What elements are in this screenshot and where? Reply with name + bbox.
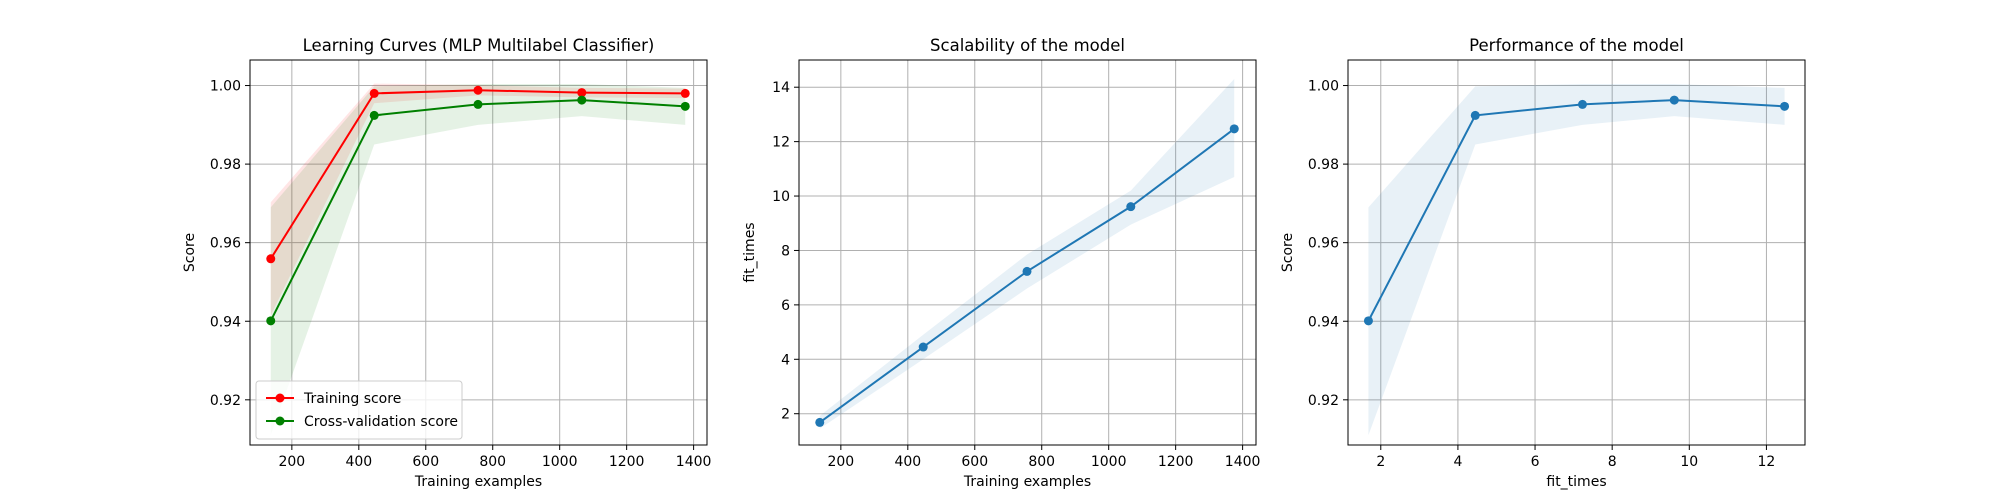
legend-label-1: Training score: [303, 391, 401, 407]
x-tick-label: 1000: [542, 454, 578, 470]
y-tick-label: 4: [781, 352, 790, 368]
data-point: [1577, 99, 1587, 109]
data-point: [369, 88, 379, 98]
x-tick-label: 8: [1608, 454, 1617, 470]
y-tick-label: 0.96: [210, 236, 241, 252]
legend-label-2: Cross-validation score: [304, 414, 458, 430]
confidence-band-1: [1368, 83, 1785, 436]
data-point: [1126, 202, 1136, 212]
x-tick-label: 1400: [1225, 454, 1261, 470]
data-point: [1022, 266, 1032, 276]
subplot-2: 200 400 600 800 1000 1200 1400 2 4 6 8 10 12 14 Scalab…: [742, 36, 1260, 490]
data-point: [680, 101, 690, 111]
data-point: [1363, 316, 1373, 326]
x-tick-label: 800: [479, 454, 506, 470]
legend-marker-1: [275, 393, 285, 403]
y-tick-label: 0.98: [1308, 157, 1339, 173]
y-tick-label: 0.94: [210, 314, 241, 330]
x-tick-label: 400: [345, 454, 372, 470]
y-tick-label: 1.00: [1308, 79, 1339, 95]
data-point: [577, 88, 587, 98]
legend-marker-2: [275, 416, 285, 426]
y-axis-label: Score: [182, 233, 198, 272]
x-tick-label: 800: [1028, 454, 1055, 470]
data-point: [680, 88, 690, 98]
data-point: [266, 254, 276, 264]
data-point: [1669, 95, 1679, 105]
axes-frame: [249, 59, 708, 446]
x-tick-label: 6: [1531, 454, 1540, 470]
x-tick-label: 600: [412, 454, 439, 470]
x-tick-label: 600: [961, 454, 988, 470]
axes-frame: [798, 59, 1257, 446]
subplot-3: 2 4 6 8 10 12 0.92 0.94 0.96 0.98 1.00 Performance …: [1280, 36, 1806, 490]
x-tick-label: 200: [827, 454, 854, 470]
y-tick-label: 0.96: [1308, 236, 1339, 252]
data-point: [577, 95, 587, 105]
data-point: [473, 85, 483, 95]
x-tick-label: 10: [1680, 454, 1698, 470]
data-point: [266, 316, 276, 326]
y-tick-label: 0.92: [1308, 393, 1339, 409]
y-axis-label: Score: [1280, 233, 1296, 272]
data-point: [918, 342, 928, 352]
x-tick-label: 2: [1376, 454, 1385, 470]
chart-title: Scalability of the model: [930, 36, 1125, 55]
y-tick-label: 0.98: [210, 157, 241, 173]
y-tick-label: 8: [781, 243, 790, 259]
chart-title: Learning Curves (MLP Multilabel Classifi…: [303, 36, 655, 55]
grid: [250, 60, 707, 445]
data-point: [369, 110, 379, 120]
y-tick-label: 1.00: [210, 79, 241, 95]
x-tick-label: 1200: [1158, 454, 1194, 470]
chart-title: Performance of the model: [1469, 36, 1684, 55]
confidence-band-2: [270, 83, 686, 436]
x-axis-label: Training examples: [414, 474, 542, 490]
x-tick-label: 4: [1453, 454, 1462, 470]
x-tick-label: 400: [894, 454, 921, 470]
data-point: [1470, 110, 1480, 120]
grid: [1348, 60, 1805, 445]
grid: [799, 60, 1256, 445]
axes-frame: [1347, 59, 1806, 446]
data-point: [1229, 124, 1239, 134]
x-tick-label: 12: [1758, 454, 1776, 470]
x-axis-label: Training examples: [963, 474, 1091, 490]
y-tick-label: 0.94: [1308, 314, 1339, 330]
confidence-band-1: [819, 79, 1235, 429]
x-tick-label: 1000: [1091, 454, 1127, 470]
y-tick-label: 12: [772, 135, 790, 151]
x-tick-label: 200: [278, 454, 305, 470]
x-tick-label: 1200: [609, 454, 645, 470]
legend-box: [255, 380, 463, 440]
data-point: [473, 99, 483, 109]
data-point: [1780, 101, 1790, 111]
x-axis-label: fit_times: [1546, 474, 1606, 490]
x-tick-label: 1400: [676, 454, 712, 470]
y-tick-label: 6: [781, 298, 790, 314]
y-tick-label: 0.92: [210, 393, 241, 409]
y-tick-label: 2: [781, 407, 790, 423]
subplot-1: 200 400 600 800 1000 1200 1400 0.92 0.94 0.96 0.98…: [182, 36, 711, 490]
data-point: [815, 417, 825, 427]
y-tick-label: 14: [772, 80, 790, 96]
y-axis-label: fit_times: [742, 222, 758, 282]
legend: Training score Cross-validation score: [255, 380, 463, 440]
y-tick-label: 10: [772, 189, 790, 205]
